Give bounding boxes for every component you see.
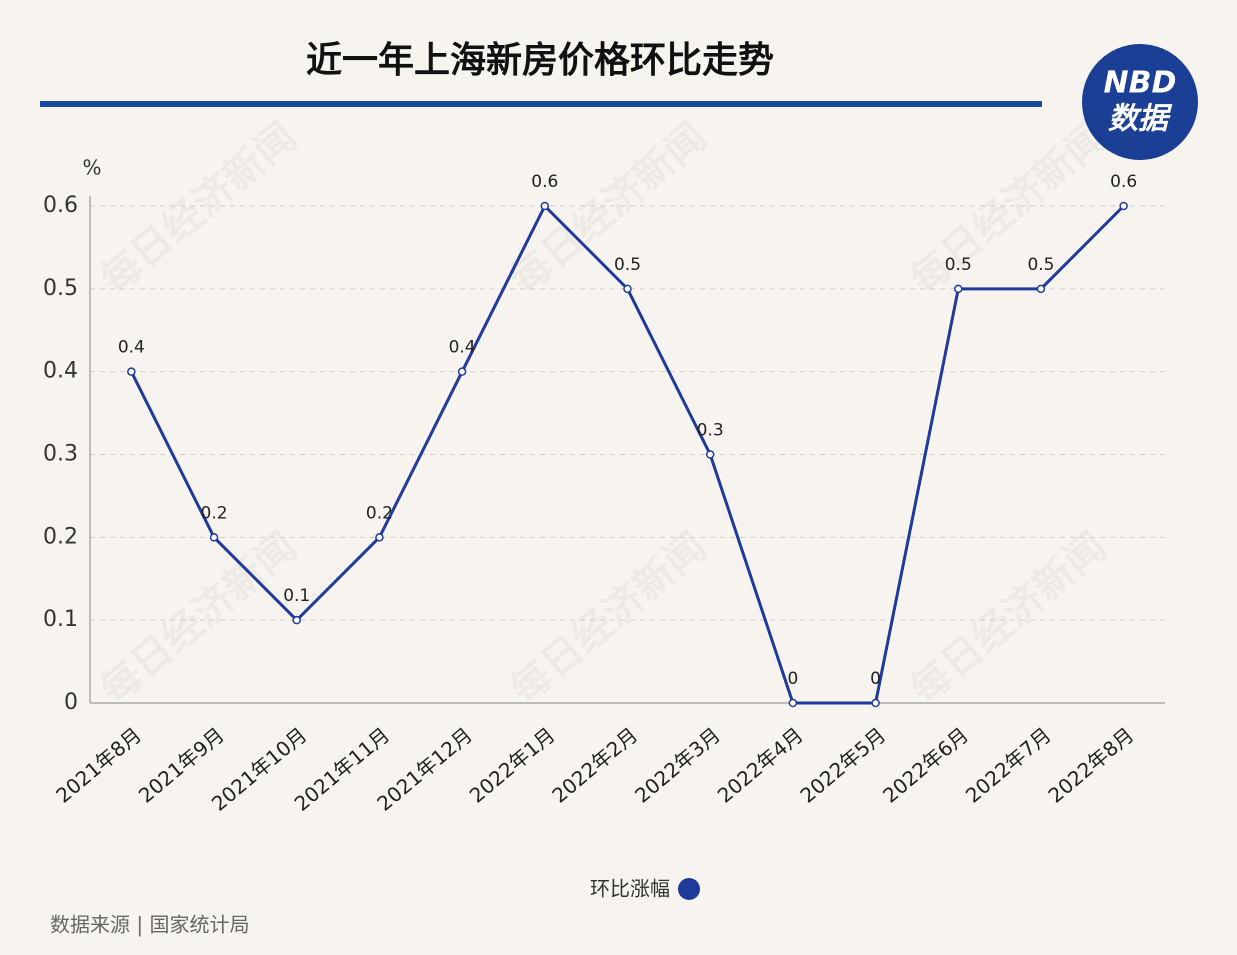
point: [871, 698, 880, 708]
source: 数据来源 | 国家统计局: [50, 913, 249, 937]
title-rule: [40, 101, 1042, 107]
watermark: 每日经济新闻: [902, 524, 1115, 714]
x-tick-label: 2022年8月: [1044, 723, 1139, 808]
logo-bottom: 数据: [1108, 102, 1173, 137]
point: [1119, 201, 1128, 211]
data-label: 0.6: [531, 172, 558, 192]
watermark: 每日经济新闻: [502, 114, 715, 304]
x-tick-label: 2022年1月: [465, 723, 560, 808]
x-tick-label: 2022年3月: [630, 723, 725, 808]
legend-label: 环比涨幅: [590, 877, 670, 901]
data-label: 0.4: [449, 338, 476, 358]
watermark: 每日经济新闻: [92, 524, 305, 714]
x-tick-label: 2022年6月: [878, 723, 973, 808]
data-label: 0.5: [614, 255, 641, 275]
point: [705, 450, 715, 459]
point: [1036, 284, 1046, 294]
data-label: 0.2: [366, 503, 393, 523]
point: [375, 533, 384, 542]
y-tick-label: 0.1: [43, 607, 78, 632]
point: [788, 698, 798, 708]
data-label: 0: [787, 669, 798, 689]
point: [127, 367, 136, 376]
y-tick-label: 0.2: [43, 524, 78, 549]
data-label: 0: [870, 669, 881, 689]
y-tick-label: 0.4: [43, 359, 78, 384]
data-label: 0.3: [697, 421, 724, 441]
point: [623, 284, 632, 294]
logo-top: NBD: [1104, 66, 1177, 101]
data-label: 0.5: [1027, 255, 1054, 275]
y-axis-label: %: [82, 156, 101, 180]
chart-title: 近一年上海新房价格环比走势: [306, 40, 774, 81]
point: [540, 201, 550, 211]
logo-circle: [1082, 44, 1198, 160]
watermark: 每日经济新闻: [502, 524, 715, 714]
point: [954, 284, 963, 294]
point: [292, 615, 301, 625]
data-label: 0.4: [118, 338, 145, 358]
data-label: 0.2: [201, 503, 228, 523]
watermark: 每日经济新闻: [902, 114, 1115, 304]
y-tick-label: 0: [64, 690, 78, 715]
y-tick-label: 0.6: [43, 193, 78, 218]
data-label: 0.6: [1110, 172, 1137, 192]
legend-swatch: [678, 878, 700, 900]
x-tick-label: 2022年2月: [547, 723, 642, 808]
x-tick-label: 2021年8月: [51, 723, 146, 808]
data-label: 0.1: [283, 586, 310, 606]
x-tick-label: 2022年5月: [796, 723, 891, 808]
data-label: 0.5: [945, 255, 972, 275]
y-tick-label: 0.3: [43, 442, 78, 467]
watermark: 每日经济新闻: [92, 114, 305, 304]
point: [209, 533, 219, 542]
y-tick-label: 0.5: [43, 276, 78, 301]
point: [457, 367, 467, 376]
x-tick-label: 2022年7月: [961, 723, 1056, 808]
x-tick-label: 2022年4月: [713, 723, 808, 808]
